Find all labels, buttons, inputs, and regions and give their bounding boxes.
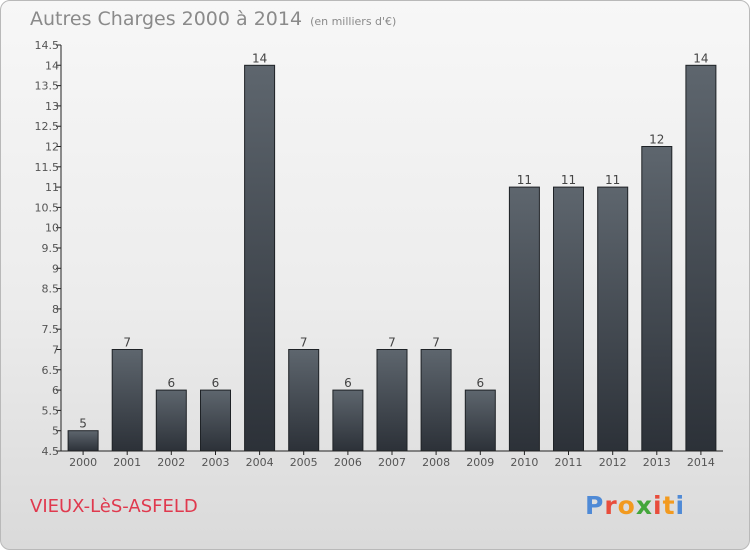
x-tick-label-2002: 2002: [157, 456, 185, 469]
data-label-2012: 11: [605, 173, 620, 187]
data-label-2001: 7: [123, 336, 131, 350]
x-tick-label-2005: 2005: [290, 456, 318, 469]
x-tick-label-2003: 2003: [202, 456, 230, 469]
data-label-2004: 14: [252, 51, 267, 65]
y-tick-label: 14: [45, 59, 59, 72]
y-tick-label: 11: [45, 181, 59, 194]
y-tick-label: 13.5: [35, 80, 60, 93]
y-tick-label: 11.5: [35, 161, 60, 174]
logo-letter: t: [662, 491, 676, 520]
data-label-2007: 7: [388, 336, 396, 350]
y-tick-label: 5.5: [42, 404, 60, 417]
y-tick-label: 4.5: [42, 445, 60, 458]
data-label-2006: 6: [344, 376, 352, 390]
y-tick-label: 13: [45, 100, 59, 113]
y-tick-label: 7.5: [42, 323, 60, 336]
logo-letter: P: [585, 491, 605, 520]
x-tick-label-2012: 2012: [599, 456, 627, 469]
y-tick-label: 12.5: [35, 120, 60, 133]
bar-2001: [111, 349, 143, 452]
logo-letter: o: [617, 491, 636, 520]
data-label-2000: 5: [79, 417, 87, 431]
bar-2007: [376, 349, 408, 452]
x-tick-label-2008: 2008: [422, 456, 450, 469]
bar-2003: [200, 389, 231, 452]
y-tick-label: 10.5: [35, 201, 60, 214]
bar-2009: [464, 389, 496, 452]
y-tick-label: 10: [45, 222, 59, 235]
bar-2000: [67, 430, 99, 452]
data-label-2010: 11: [517, 173, 532, 187]
data-label-2008: 7: [432, 336, 440, 350]
chart-title-block: Autres Charges 2000 à 2014 (en milliers d…: [30, 8, 396, 30]
data-label-2003: 6: [212, 376, 220, 390]
y-tick-label: 5: [52, 425, 59, 438]
proxiti-logo: Proxiti: [585, 491, 685, 520]
x-tick-label-2000: 2000: [69, 456, 97, 469]
data-label-2002: 6: [167, 376, 175, 390]
y-tick-label: 12: [45, 141, 59, 154]
y-tick-label: 8: [52, 303, 59, 316]
y-tick-label: 6.5: [42, 364, 60, 377]
logo-letter: x: [635, 491, 653, 520]
x-tick-label-2009: 2009: [466, 456, 494, 469]
y-tick-label: 6: [52, 384, 59, 397]
bar-2006: [332, 389, 364, 452]
logo-letter: r: [604, 491, 618, 520]
bar-2014: [685, 64, 717, 452]
x-tick-label-2001: 2001: [113, 456, 141, 469]
x-tick-label-2006: 2006: [334, 456, 362, 469]
data-label-2014: 14: [693, 51, 708, 65]
data-label-2013: 12: [649, 133, 664, 147]
bar-2011: [553, 186, 584, 452]
data-label-2005: 7: [300, 336, 308, 350]
y-tick-label: 9: [52, 262, 59, 275]
data-label-2011: 11: [561, 173, 576, 187]
x-tick-label-2004: 2004: [246, 456, 274, 469]
bar-2010: [508, 186, 540, 452]
x-tick-label-2014: 2014: [687, 456, 715, 469]
bar-2008: [420, 349, 452, 452]
bar-2013: [641, 146, 673, 452]
chart-title: Autres Charges 2000 à 2014: [30, 8, 303, 30]
y-tick-label: 14.5: [35, 39, 60, 52]
commune-name: VIEUX-LèS-ASFELD: [30, 496, 198, 517]
data-label-2009: 6: [476, 376, 484, 390]
bar-2004: [244, 64, 276, 452]
x-tick-label-2007: 2007: [378, 456, 406, 469]
logo-letter: i: [653, 491, 663, 520]
x-tick-label-2010: 2010: [510, 456, 538, 469]
bar-2005: [288, 349, 320, 452]
bar-2002: [155, 389, 187, 452]
y-tick-label: 9.5: [42, 242, 60, 255]
x-tick-label-2011: 2011: [555, 456, 583, 469]
logo-letter: i: [675, 491, 686, 520]
x-tick-label-2013: 2013: [643, 456, 671, 469]
unit-note: (en milliers d'€): [310, 15, 397, 28]
y-tick-label: 8.5: [42, 283, 60, 296]
y-tick-label: 7: [52, 344, 59, 357]
bar-2012: [597, 186, 629, 452]
